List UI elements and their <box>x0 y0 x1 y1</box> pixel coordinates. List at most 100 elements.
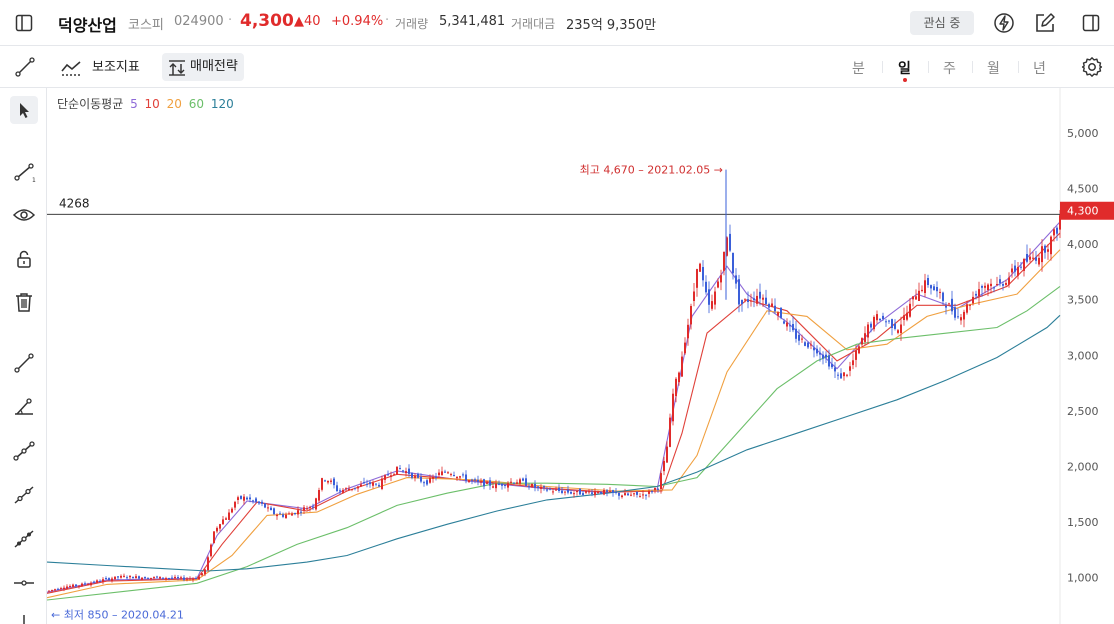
candle-body <box>765 297 767 304</box>
candle-body <box>615 492 617 493</box>
candle-body <box>123 575 125 577</box>
candle-body <box>309 507 311 508</box>
price-change: ▲40 <box>294 14 321 29</box>
unlock-icon[interactable] <box>10 245 38 273</box>
price-chart[interactable]: 단순이동평균 5 10 20 60 120 4268 최고 4,670 – 202… <box>47 88 1114 624</box>
candle-body <box>630 494 632 496</box>
ray-line-tool[interactable] <box>10 437 38 465</box>
extended-line-tool[interactable] <box>10 481 38 509</box>
candle-body <box>1038 257 1040 265</box>
price-axis: 5,000 4,500 4,000 3,500 3,000 2,500 2,000 1,500… <box>1067 127 1099 585</box>
visibility-eye-icon[interactable] <box>10 201 38 229</box>
candle-body <box>924 280 926 293</box>
candle-body <box>633 493 635 495</box>
candle-body <box>930 285 932 289</box>
candle-body <box>642 494 644 496</box>
candle-body <box>1059 215 1061 230</box>
candle-body <box>240 495 242 499</box>
candle-body <box>216 527 218 532</box>
candle-body <box>522 478 524 481</box>
lightning-icon[interactable] <box>993 12 1015 38</box>
period-week[interactable]: 주 <box>943 61 956 77</box>
candle-body <box>441 471 443 476</box>
trash-icon[interactable] <box>10 288 38 316</box>
parallel-channel-tool[interactable] <box>10 525 38 553</box>
vertical-line-tool[interactable] <box>10 610 38 624</box>
candle-body <box>1053 229 1055 236</box>
candle-body <box>750 300 752 302</box>
candle-body <box>963 311 965 320</box>
candle-body <box>807 342 809 348</box>
candle-body <box>879 318 881 321</box>
line-segment-tool[interactable] <box>10 349 38 377</box>
stock-name: 덕양산업 <box>58 16 117 35</box>
candle-body <box>456 476 458 479</box>
trend-line-tool[interactable]: 1 <box>10 158 38 186</box>
candle-body <box>705 281 707 293</box>
candle-body <box>270 507 272 511</box>
candle-body <box>501 483 503 486</box>
candle-body <box>93 581 95 583</box>
candle-body <box>423 482 425 484</box>
candle-body <box>465 474 467 481</box>
candle-body <box>990 283 992 287</box>
candle-body <box>273 508 275 515</box>
candle-body <box>738 279 740 305</box>
moving-average-legend: 단순이동평균 5 10 20 60 120 <box>57 95 237 112</box>
sidebar-toggle-icon[interactable] <box>15 14 33 36</box>
candle-body <box>771 303 773 307</box>
indicator-button[interactable]: 보조지표 <box>58 55 146 81</box>
candle-body <box>150 577 152 579</box>
indicator-label: 보조지표 <box>92 60 140 75</box>
candle-body <box>840 373 842 379</box>
y-axis-tick-label: 3,000 <box>1067 349 1099 362</box>
settings-gear-icon[interactable] <box>1081 56 1103 82</box>
candle-body <box>864 333 866 342</box>
candle-body <box>399 468 401 470</box>
candle-body <box>243 496 245 501</box>
candle-body <box>171 577 173 579</box>
watchlist-button[interactable]: 관심 중 <box>910 11 974 35</box>
candle-body <box>438 472 440 476</box>
candle-body <box>396 466 398 475</box>
angle-line-tool[interactable] <box>10 393 38 421</box>
chart-canvas: 4268 최고 4,670 – 2021.02.05 → ← 최저 850 – 20… <box>47 88 1114 624</box>
candle-body <box>816 348 818 354</box>
y-axis-tick-label: 2,000 <box>1067 461 1099 474</box>
candle-body <box>354 487 356 489</box>
high-price-annotation: 최고 4,670 – 2021.02.05 → <box>580 164 723 177</box>
candle-body <box>720 275 722 283</box>
candle-body <box>459 476 461 478</box>
cursor-tool[interactable] <box>10 96 38 124</box>
candle-body <box>996 284 998 285</box>
candle-body <box>684 342 686 354</box>
draw-line-icon[interactable] <box>15 57 35 81</box>
candle-body <box>384 475 386 480</box>
divider <box>1018 61 1019 73</box>
period-minute[interactable]: 분 <box>852 61 865 77</box>
candle-body <box>510 481 512 483</box>
candle-body <box>420 476 422 482</box>
trading-strategy-button[interactable]: 매매전략 <box>162 53 244 81</box>
candle-body <box>492 486 494 488</box>
panel-toggle-icon[interactable] <box>1082 14 1100 36</box>
horizontal-line-tool[interactable] <box>10 569 38 597</box>
candle-body <box>555 489 557 491</box>
candle-body <box>903 315 905 320</box>
candle-body <box>204 569 206 575</box>
candle-body <box>138 576 140 579</box>
candle-body <box>852 360 854 366</box>
period-day[interactable]: 일 <box>898 61 911 77</box>
candle-body <box>585 491 587 493</box>
y-axis-tick-label: 5,000 <box>1067 127 1099 140</box>
candle-body <box>426 480 428 485</box>
candle-body <box>786 322 788 327</box>
period-month[interactable]: 월 <box>987 61 1000 77</box>
candle-body <box>60 588 62 590</box>
period-year[interactable]: 년 <box>1033 61 1046 77</box>
candle-body <box>63 587 65 589</box>
candle-body <box>543 486 545 488</box>
candle-body <box>741 299 743 305</box>
candle-body <box>195 578 197 579</box>
edit-icon[interactable] <box>1034 12 1056 38</box>
